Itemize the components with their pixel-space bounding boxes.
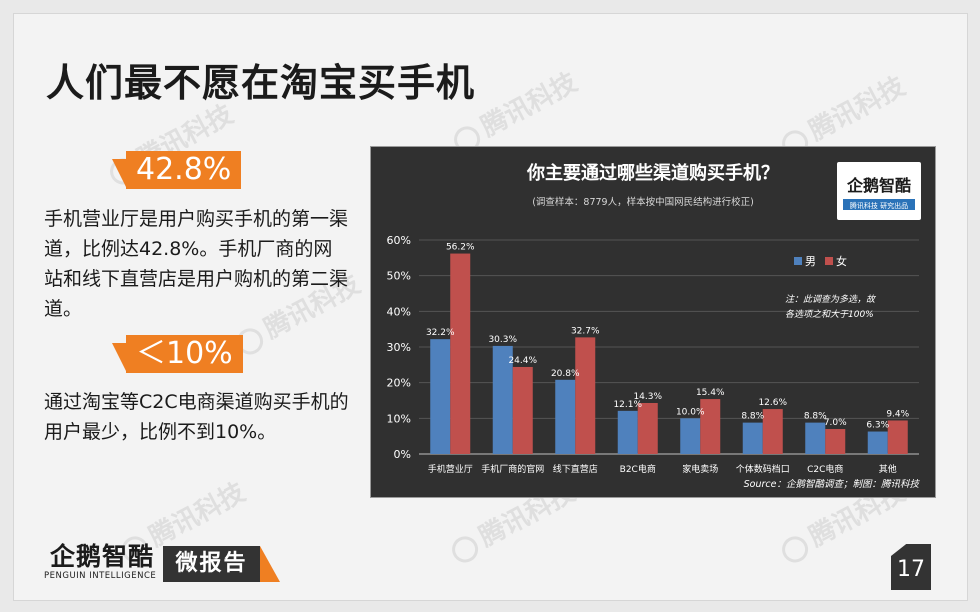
chart-source: Source：企鹅智酷调查；制图：腾讯科技: [744, 478, 921, 490]
bar-value-label: 8.8%: [741, 412, 764, 422]
category-labels: 手机营业厅 手机厂商的官网 线下直营店 B2C电商 家电卖场 个体数码档口 C2C电商 其他: [428, 463, 897, 475]
brand-logo: 企鹅智酷 PENGUIN INTELLIGENCE: [44, 537, 174, 587]
bar-female: [762, 409, 783, 454]
bar-value-label: 56.2%: [446, 243, 475, 253]
bar-value-label: 8.8%: [804, 412, 827, 422]
x-category-label: 其他: [879, 463, 897, 475]
bar-value-label: 7.0%: [824, 418, 847, 428]
bar-female: [575, 337, 596, 454]
page-title: 人们最不愿在淘宝买手机: [46, 61, 476, 105]
tencent-watermark-icon: [447, 531, 483, 567]
legend: 男 女: [794, 254, 847, 268]
bar-value-label: 10.0%: [676, 407, 705, 417]
inset-logo-sub: 腾讯科技 研究出品: [850, 201, 908, 210]
y-tick-label: 0%: [394, 448, 411, 461]
bar-value-label: 15.4%: [696, 388, 725, 398]
bar-male: [617, 410, 638, 454]
tencent-watermark-icon: [777, 531, 813, 567]
x-category-label: 手机营业厅: [428, 463, 473, 475]
bar-value-label: 12.1%: [613, 400, 642, 410]
legend-swatch-female: [825, 257, 833, 265]
legend-label-male: 男: [805, 255, 816, 268]
x-category-label: 线下直营店: [553, 463, 598, 475]
y-tick-label: 10%: [387, 412, 411, 425]
chart-svg: 你主要通过哪些渠道购买手机？ (调查样本：8779人，样本按中国网民结构进行校正…: [387, 162, 921, 490]
bar-value-label: 6.3%: [866, 421, 889, 431]
stat-badge-10: ＜10%: [112, 335, 243, 373]
bar-male: [430, 339, 451, 454]
bar-value-label: 30.3%: [488, 335, 517, 345]
x-category-label: 手机厂商的官网: [481, 463, 544, 475]
slide: 腾讯科技 腾讯科技 腾讯科技 腾讯科技 腾讯科技 腾讯科技 腾讯科技 人们最不愿…: [13, 13, 968, 601]
bars: [430, 253, 908, 454]
bar-male: [555, 379, 576, 454]
chart-note-line1: 注：此调查为多选，故: [785, 294, 877, 305]
bar-value-label: 24.4%: [508, 356, 537, 366]
y-tick-label: 20%: [387, 377, 411, 390]
bar-male: [492, 345, 513, 454]
bar-female: [512, 366, 533, 454]
bar-male: [867, 431, 888, 454]
bar-male: [805, 422, 826, 454]
stat-description-2: 通过淘宝等C2C电商渠道购买手机的用户最少，比例不到10%。: [44, 391, 349, 443]
bar-chart: 你主要通过哪些渠道购买手机？ (调查样本：8779人，样本按中国网民结构进行校正…: [370, 146, 936, 498]
bar-value-label: 9.4%: [886, 409, 909, 419]
bar-value-label: 32.7%: [571, 326, 600, 336]
y-tick-label: 30%: [387, 341, 411, 354]
x-category-label: 家电卖场: [682, 463, 718, 475]
y-tick-label: 40%: [387, 305, 411, 318]
legend-swatch-male: [794, 257, 802, 265]
bar-value-label: 32.2%: [426, 328, 455, 338]
bar-value-label: 20.8%: [551, 369, 580, 379]
brand-name: 企鹅智酷: [50, 542, 155, 571]
bar-value-label: 12.6%: [758, 398, 787, 408]
report-badge: 微报告: [163, 546, 280, 582]
page-number: 17: [891, 544, 931, 590]
bar-value-label: 14.3%: [633, 392, 662, 402]
inset-logo-text: 企鹅智酷: [846, 176, 911, 195]
x-category-label: C2C电商: [807, 463, 843, 475]
bar-female: [887, 420, 908, 454]
data-labels: 32.2% 56.2% 30.3% 24.4% 20.8% 32.7% 12.1%14.3%…: [426, 243, 910, 431]
x-category-label: B2C电商: [620, 463, 656, 475]
y-tick-label: 60%: [387, 234, 411, 247]
brand-subtitle: PENGUIN INTELLIGENCE: [44, 571, 157, 581]
bar-female: [450, 253, 471, 454]
bar-female: [825, 429, 846, 454]
inset-logo: 企鹅智酷 腾讯科技 研究出品: [837, 162, 921, 220]
bar-male: [680, 418, 701, 454]
bar-male: [742, 422, 763, 454]
chart-title: 你主要通过哪些渠道购买手机？: [526, 162, 779, 184]
chart-subtitle: (调查样本：8779人，样本按中国网民结构进行校正): [532, 196, 754, 208]
y-tick-label: 50%: [387, 270, 411, 283]
legend-label-female: 女: [836, 254, 847, 268]
inset-logo-bar: [843, 199, 915, 210]
chart-note-line2: 各选项之和大于100%: [785, 309, 874, 320]
bar-female: [700, 399, 721, 454]
bar-female: [637, 402, 658, 454]
x-category-label: 个体数码档口: [736, 463, 790, 475]
stat-description-1: 手机营业厅是用户购买手机的第一渠道，比例达42.8%。手机厂商的网站和线下直营店…: [44, 208, 349, 320]
stat-badge-42: 42.8%: [111, 151, 242, 189]
